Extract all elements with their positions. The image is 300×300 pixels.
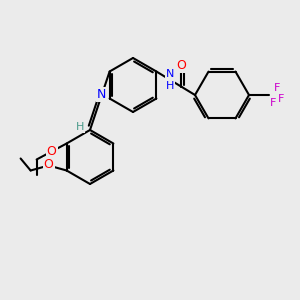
Text: F: F	[270, 98, 276, 108]
Text: N
H: N H	[166, 69, 174, 91]
Text: N: N	[97, 88, 106, 101]
Text: O: O	[47, 145, 57, 158]
Text: F: F	[278, 94, 284, 104]
Text: H: H	[76, 122, 84, 132]
Text: F: F	[274, 83, 280, 93]
Text: O: O	[44, 158, 54, 171]
Text: O: O	[176, 59, 186, 72]
